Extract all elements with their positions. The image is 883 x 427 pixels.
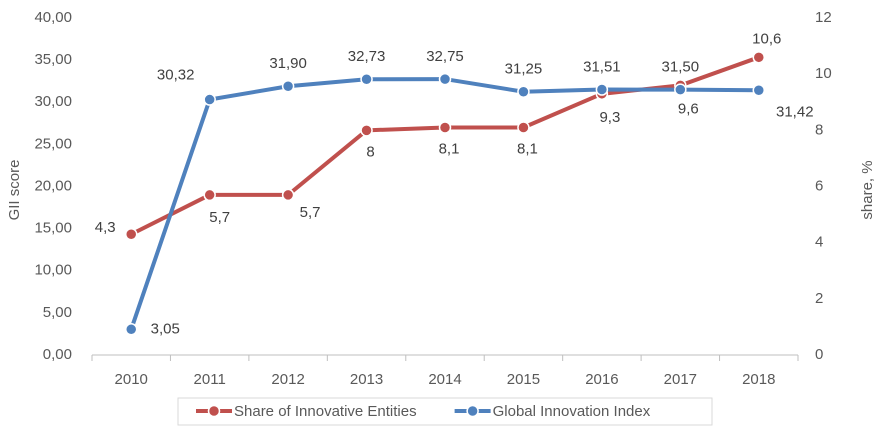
point <box>517 85 530 98</box>
data-label: 32,73 <box>348 48 386 65</box>
x-tick-label: 2011 <box>194 371 226 388</box>
y2-tick-label: 6 <box>815 177 823 194</box>
data-label: 30,32 <box>157 67 195 84</box>
point <box>752 84 766 97</box>
x-tick-label: 2010 <box>115 371 148 388</box>
x-tick-label: 2012 <box>271 371 304 388</box>
y2-tick-label: 2 <box>815 290 823 307</box>
point <box>517 121 530 134</box>
point <box>674 83 687 96</box>
data-label: 5,7 <box>300 204 321 221</box>
y-tick-label: 5,00 <box>43 304 72 321</box>
y-tick-label: 20,00 <box>34 177 72 194</box>
y2-axis-title: share, % <box>859 160 876 219</box>
legend-marker <box>207 404 221 418</box>
point <box>203 188 216 202</box>
y-tick-label: 35,00 <box>34 51 72 68</box>
data-label: 31,50 <box>662 59 700 76</box>
data-label: 3,05 <box>151 320 180 337</box>
point <box>595 83 609 96</box>
y-axis-title: GII score <box>6 160 23 221</box>
y2-tick-label: 10 <box>815 65 832 82</box>
y-tick-label: 30,00 <box>34 93 72 110</box>
data-label: 10,6 <box>752 30 781 47</box>
y2-tick-label: 12 <box>815 9 832 26</box>
legend-box <box>177 397 713 426</box>
data-label: 9,6 <box>678 100 699 117</box>
x-tick-label: 2015 <box>507 371 540 388</box>
point <box>203 93 216 106</box>
data-label: 32,75 <box>426 48 464 65</box>
point <box>360 124 373 137</box>
series-line <box>129 77 759 330</box>
point <box>281 79 295 93</box>
x-tick-label: 2018 <box>742 371 775 388</box>
x-tick-label: 2014 <box>428 371 461 388</box>
point <box>124 227 138 241</box>
point <box>438 72 452 86</box>
y2-tick-label: 8 <box>815 121 823 138</box>
y-tick-label: 10,00 <box>34 262 72 279</box>
x-tick-label: 2013 <box>350 371 383 388</box>
data-label: 4,3 <box>95 219 116 236</box>
point <box>752 51 766 64</box>
point <box>281 188 295 202</box>
point <box>438 121 452 134</box>
y-tick-label: 40,00 <box>34 9 72 26</box>
point <box>124 323 138 336</box>
data-label: 31,42 <box>776 103 814 120</box>
data-label: 31,90 <box>269 55 307 72</box>
x-tick-label: 2017 <box>664 371 697 388</box>
data-label: 8,1 <box>439 140 460 157</box>
y2-tick-label: 4 <box>815 234 823 251</box>
y-tick-label: 0,00 <box>43 346 72 363</box>
legend-label: Global Innovation Index <box>493 403 651 420</box>
y-tick-label: 15,00 <box>34 220 72 237</box>
data-label: 8,1 <box>517 140 538 157</box>
point <box>360 72 373 86</box>
data-label: 5,7 <box>209 209 230 226</box>
y2-tick-label: 0 <box>815 346 823 363</box>
data-label: 31,25 <box>505 61 543 78</box>
legend-label: Share of Innovative Entities <box>234 403 417 420</box>
data-label: 8 <box>366 143 374 160</box>
legend-marker <box>466 404 479 418</box>
y-tick-label: 25,00 <box>34 135 72 152</box>
data-label: 31,51 <box>583 58 621 75</box>
data-label: 9,3 <box>599 109 620 126</box>
x-tick-label: 2016 <box>585 371 618 388</box>
